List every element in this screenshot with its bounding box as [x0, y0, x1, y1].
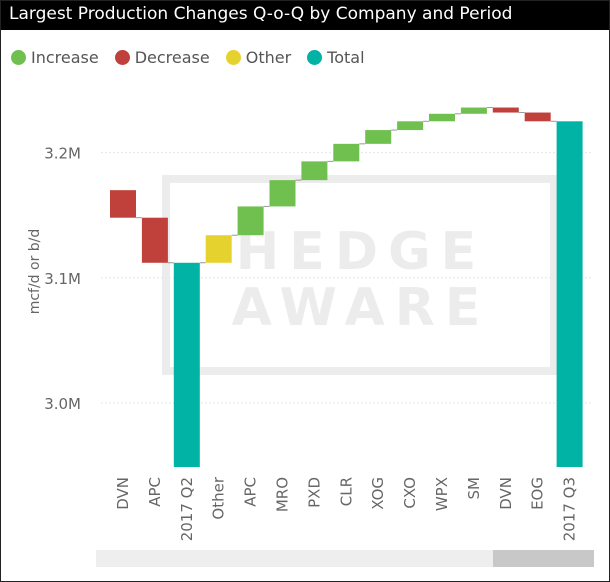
bar-clr — [333, 143, 360, 162]
y-tick-label: 3.0M — [44, 395, 81, 413]
legend: Increase Decrease Other Total — [11, 45, 381, 69]
x-tick-label: SM — [465, 477, 483, 499]
y-axis-label: mcf/d or b/d — [27, 229, 43, 315]
x-tick-label: PXD — [305, 477, 323, 508]
watermark-box — [162, 175, 558, 375]
scrollbar-thumb[interactable] — [493, 550, 594, 567]
x-tick-label: DVN — [497, 477, 515, 510]
legend-item-increase[interactable]: Increase — [11, 48, 99, 67]
legend-item-other[interactable]: Other — [225, 47, 292, 67]
x-tick-label: APC — [242, 477, 260, 507]
x-tick-label: MRO — [274, 477, 292, 512]
bar-mro — [269, 180, 296, 207]
y-tick-label: 3.2M — [44, 145, 81, 163]
legend-label: Other — [245, 47, 292, 67]
legend-swatch — [11, 49, 26, 65]
legend-item-total[interactable]: Total — [307, 47, 365, 67]
watermark-text: AWARE — [232, 278, 491, 338]
x-tick-label: APC — [146, 477, 164, 507]
horizontal-scrollbar[interactable] — [96, 550, 594, 567]
bar-apc — [141, 217, 168, 263]
legend-swatch — [225, 49, 241, 65]
bar-sm — [460, 107, 487, 114]
x-tick-label: CLR — [337, 477, 355, 506]
bar-2017-q2 — [173, 262, 200, 467]
x-tick-label: CXO — [401, 477, 419, 509]
bar-2017-q3 — [556, 121, 583, 468]
connectors — [136, 107, 557, 264]
x-tick-label: DVN — [114, 477, 132, 510]
bar-dvn — [110, 190, 136, 218]
bar-other — [205, 235, 232, 263]
bar-pxd — [301, 161, 328, 181]
legend-swatch — [114, 49, 130, 65]
bar-cxo — [397, 121, 424, 131]
x-tick-label: XOG — [369, 477, 387, 510]
bars — [110, 107, 583, 468]
bar-dvn — [492, 107, 519, 113]
title-bar: Largest Production Changes Q-o-Q by Comp… — [1, 1, 609, 30]
x-tick-label: EOG — [529, 477, 547, 510]
y-axis: 3.0M 3.1M 3.2M mcf/d or b/d — [27, 145, 81, 413]
legend-swatch — [307, 49, 323, 65]
bar-apc — [237, 206, 264, 236]
chart-title: Largest Production Changes Q-o-Q by Comp… — [9, 4, 513, 24]
x-tick-label: 2017 Q3 — [561, 477, 579, 541]
x-tick-label: 2017 Q2 — [178, 477, 196, 541]
legend-label: Total — [327, 47, 365, 67]
bar-eog — [524, 112, 551, 122]
x-tick-label: WPX — [433, 477, 451, 511]
x-axis: DVN APC 2017 Q2 Other APC MRO PXD CLR XOG CXO WPX S… — [114, 476, 579, 541]
legend-label: Decrease — [134, 47, 210, 67]
watermark-text: HEDGE — [236, 222, 486, 282]
legend-item-decrease[interactable]: Decrease — [114, 47, 210, 67]
bar-xog — [365, 130, 392, 144]
legend-label: Increase — [31, 47, 99, 67]
x-tick-label: Other — [210, 476, 228, 519]
y-tick-label: 3.1M — [44, 270, 81, 288]
bar-wpx — [429, 113, 455, 122]
